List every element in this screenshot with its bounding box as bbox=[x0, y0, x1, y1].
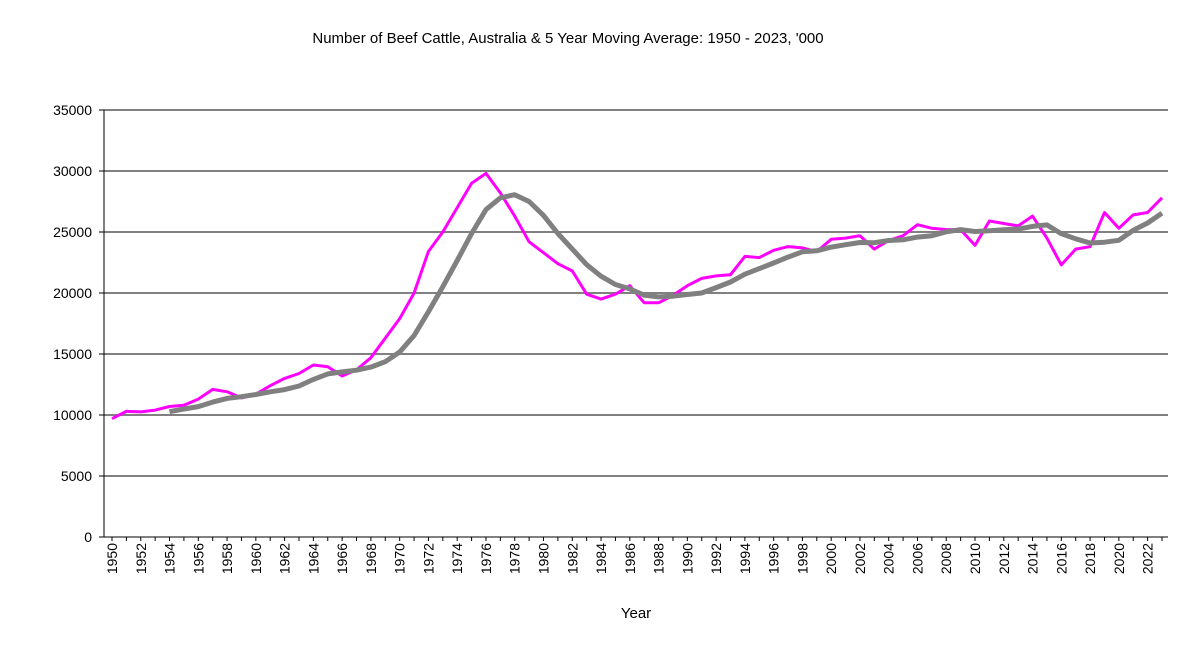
y-tick-label: 10000 bbox=[53, 407, 92, 423]
x-axis-label: Year bbox=[621, 605, 651, 622]
x-tick-label: 1958 bbox=[219, 543, 235, 574]
series-line-moving-average bbox=[169, 192, 1164, 415]
x-tick-label: 1950 bbox=[104, 543, 120, 574]
x-tick-label: 1974 bbox=[449, 543, 465, 574]
x-tick-label: 1980 bbox=[536, 543, 552, 574]
x-tick-label: 1970 bbox=[392, 543, 408, 574]
x-tick-label: 1954 bbox=[162, 543, 178, 574]
y-tick-label: 5000 bbox=[61, 468, 92, 484]
x-tick-label: 2008 bbox=[938, 543, 954, 574]
x-axis-ticks: 1950 1952 1954 1956 1958 1960 1962 1964 1966 1968… bbox=[104, 537, 1163, 574]
x-tick-label: 1960 bbox=[248, 543, 264, 574]
x-tick-label: 1956 bbox=[190, 543, 206, 574]
x-tick-label: 1968 bbox=[363, 543, 379, 574]
x-tick-label: 1982 bbox=[564, 543, 580, 574]
x-tick-label: 1966 bbox=[334, 543, 350, 574]
series-line-beef-cattle bbox=[111, 171, 1164, 421]
x-tick-label: 2010 bbox=[967, 543, 983, 574]
x-tick-label: 1992 bbox=[708, 543, 724, 574]
y-tick-label: 35000 bbox=[53, 102, 92, 118]
x-tick-label: 1984 bbox=[593, 543, 609, 574]
x-tick-label: 2006 bbox=[909, 543, 925, 574]
x-tick-label: 1964 bbox=[305, 543, 321, 574]
y-tick-label: 15000 bbox=[53, 346, 92, 362]
x-tick-label: 1972 bbox=[420, 543, 436, 574]
x-tick-label: 1998 bbox=[794, 543, 810, 574]
x-tick-label: 2020 bbox=[1111, 543, 1127, 574]
x-tick-label: 1996 bbox=[766, 543, 782, 574]
series-group bbox=[111, 171, 1164, 421]
x-tick-label: 1990 bbox=[679, 543, 695, 574]
y-tick-label: 0 bbox=[84, 529, 92, 545]
x-tick-label: 1952 bbox=[133, 543, 149, 574]
x-tick-label: 1994 bbox=[737, 543, 753, 574]
gridlines bbox=[104, 109, 1168, 477]
x-tick-label: 2016 bbox=[1053, 543, 1069, 574]
x-tick-label: 2014 bbox=[1025, 543, 1041, 574]
x-tick-label: 1978 bbox=[507, 543, 523, 574]
y-tick-label: 25000 bbox=[53, 224, 92, 240]
x-tick-label: 1988 bbox=[651, 543, 667, 574]
x-tick-label: 2000 bbox=[823, 543, 839, 574]
x-tick-label: 2022 bbox=[1140, 543, 1156, 574]
y-axis-ticks: 0 5000 10000 15000 20000 25000 30000 35000 bbox=[53, 102, 104, 545]
y-tick-label: 20000 bbox=[53, 285, 92, 301]
x-tick-label: 1986 bbox=[622, 543, 638, 574]
chart-title: Number of Beef Cattle, Australia & 5 Yea… bbox=[312, 30, 823, 47]
x-tick-label: 1962 bbox=[277, 543, 293, 574]
x-tick-label: 2012 bbox=[996, 543, 1012, 574]
y-tick-label: 30000 bbox=[53, 163, 92, 179]
x-tick-label: 1976 bbox=[478, 543, 494, 574]
x-tick-label: 2018 bbox=[1082, 543, 1098, 574]
x-tick-label: 2002 bbox=[852, 543, 868, 574]
x-tick-label: 2004 bbox=[881, 543, 897, 574]
